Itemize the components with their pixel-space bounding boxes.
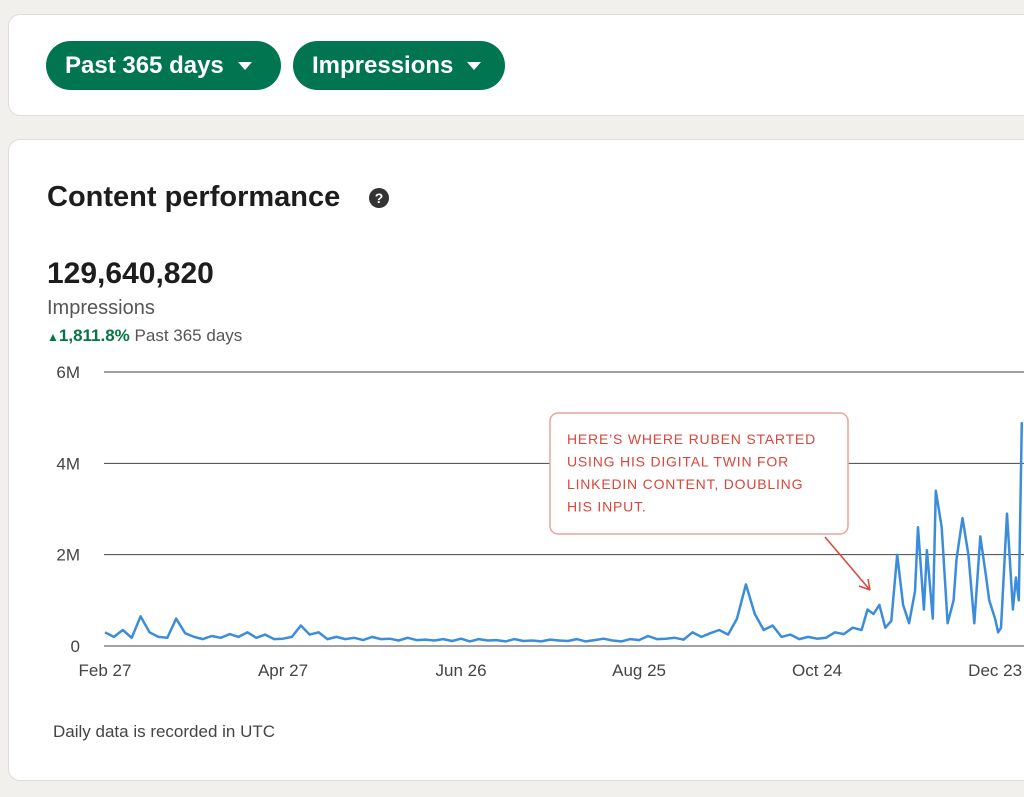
button-label: Past 365 days xyxy=(65,51,224,79)
annotation-arrow xyxy=(824,536,871,591)
footnote: Daily data is recorded in UTC xyxy=(53,722,276,741)
filter-button[interactable]: Impressions xyxy=(293,41,505,90)
annotation-text: USING HIS DIGITAL TWIN FOR xyxy=(567,454,789,470)
up-arrow: ▲ xyxy=(47,330,59,344)
filter-button[interactable]: Past 365 days xyxy=(46,41,281,90)
x-tick-label: Aug 25 xyxy=(612,661,666,680)
metric-change-row: ▲1,811.8% Past 365 days xyxy=(47,326,242,346)
annotation-text: LINKEDIN CONTENT, DOUBLING xyxy=(567,476,803,492)
button-label: Impressions xyxy=(312,51,454,79)
x-tick-label: Apr 27 xyxy=(258,661,308,680)
annotation-text: HIS INPUT. xyxy=(567,499,647,515)
y-tick-label: 4M xyxy=(56,454,80,473)
x-tick-label: Oct 24 xyxy=(792,661,842,680)
performance-card: Content performance ? 129,640,820 Impres… xyxy=(8,139,1024,781)
x-tick-label: Dec 23 xyxy=(968,661,1022,680)
filter-card: Past 365 days Impressions xyxy=(8,14,1024,116)
y-tick-label: 2M xyxy=(56,546,80,565)
data-line xyxy=(104,422,1024,643)
annotation-box xyxy=(549,412,849,535)
help-icon[interactable]: ? xyxy=(368,187,390,209)
svg-text:?: ? xyxy=(375,190,384,206)
metric-label: Impressions xyxy=(47,297,155,319)
x-tick-label: Feb 27 xyxy=(79,661,132,680)
x-tick-label: Jun 26 xyxy=(436,661,487,680)
metric-value: 129,640,820 xyxy=(47,257,214,290)
annotation-text: HERE’S WHERE RUBEN STARTED xyxy=(567,431,816,447)
card-title: Content performance xyxy=(47,181,341,213)
y-tick-label: 0 xyxy=(71,637,80,656)
y-tick-label: 6M xyxy=(56,363,80,382)
metric-change: 1,811.8% xyxy=(58,326,130,345)
metric-period: Past 365 days xyxy=(134,326,243,345)
caret xyxy=(467,61,482,70)
caret xyxy=(237,61,252,70)
